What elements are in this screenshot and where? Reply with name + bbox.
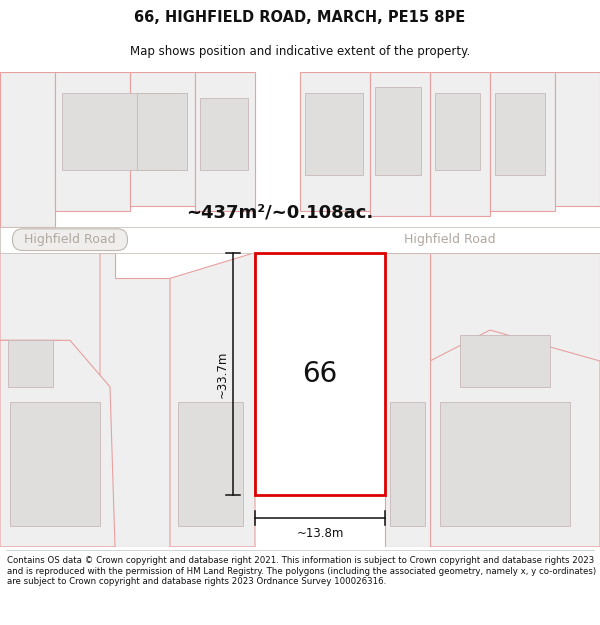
Polygon shape bbox=[0, 341, 115, 547]
Bar bbox=[55, 72, 130, 211]
Bar bbox=[375, 88, 421, 175]
Bar bbox=[490, 72, 555, 211]
Bar bbox=[10, 402, 100, 526]
Text: Highfield Road: Highfield Road bbox=[404, 233, 496, 246]
Text: Contains OS data © Crown copyright and database right 2021. This information is : Contains OS data © Crown copyright and d… bbox=[7, 556, 596, 586]
Bar bbox=[200, 98, 248, 170]
Bar bbox=[255, 253, 385, 495]
Polygon shape bbox=[0, 253, 100, 547]
Text: ~437m²/~0.108ac.: ~437m²/~0.108ac. bbox=[187, 204, 374, 222]
Polygon shape bbox=[30, 72, 240, 196]
Bar bbox=[440, 402, 570, 526]
Bar bbox=[195, 72, 255, 211]
Bar bbox=[495, 92, 545, 175]
Bar bbox=[62, 92, 180, 170]
Polygon shape bbox=[430, 330, 600, 547]
Bar bbox=[390, 402, 425, 526]
Bar bbox=[430, 72, 490, 216]
Text: ~13.8m: ~13.8m bbox=[296, 528, 344, 540]
Text: Highfield Road: Highfield Road bbox=[24, 233, 116, 246]
Polygon shape bbox=[0, 253, 100, 382]
Polygon shape bbox=[170, 253, 255, 547]
Bar bbox=[8, 341, 53, 387]
Polygon shape bbox=[0, 253, 170, 547]
Text: 66, HIGHFIELD ROAD, MARCH, PE15 8PE: 66, HIGHFIELD ROAD, MARCH, PE15 8PE bbox=[134, 11, 466, 26]
Bar bbox=[435, 92, 480, 170]
FancyBboxPatch shape bbox=[13, 229, 128, 251]
Bar bbox=[370, 72, 430, 216]
Text: ~33.7m: ~33.7m bbox=[216, 350, 229, 398]
Polygon shape bbox=[430, 253, 600, 547]
Polygon shape bbox=[0, 72, 55, 227]
Text: Map shows position and indicative extent of the property.: Map shows position and indicative extent… bbox=[130, 45, 470, 58]
Polygon shape bbox=[0, 72, 240, 227]
Bar bbox=[130, 72, 195, 206]
Bar bbox=[178, 402, 243, 526]
Bar bbox=[0, 227, 600, 253]
Bar bbox=[460, 335, 550, 387]
Bar bbox=[300, 72, 370, 211]
Bar bbox=[305, 92, 363, 175]
Polygon shape bbox=[385, 253, 430, 547]
Bar bbox=[137, 92, 187, 170]
Text: 66: 66 bbox=[302, 360, 338, 388]
Bar bbox=[555, 72, 600, 206]
